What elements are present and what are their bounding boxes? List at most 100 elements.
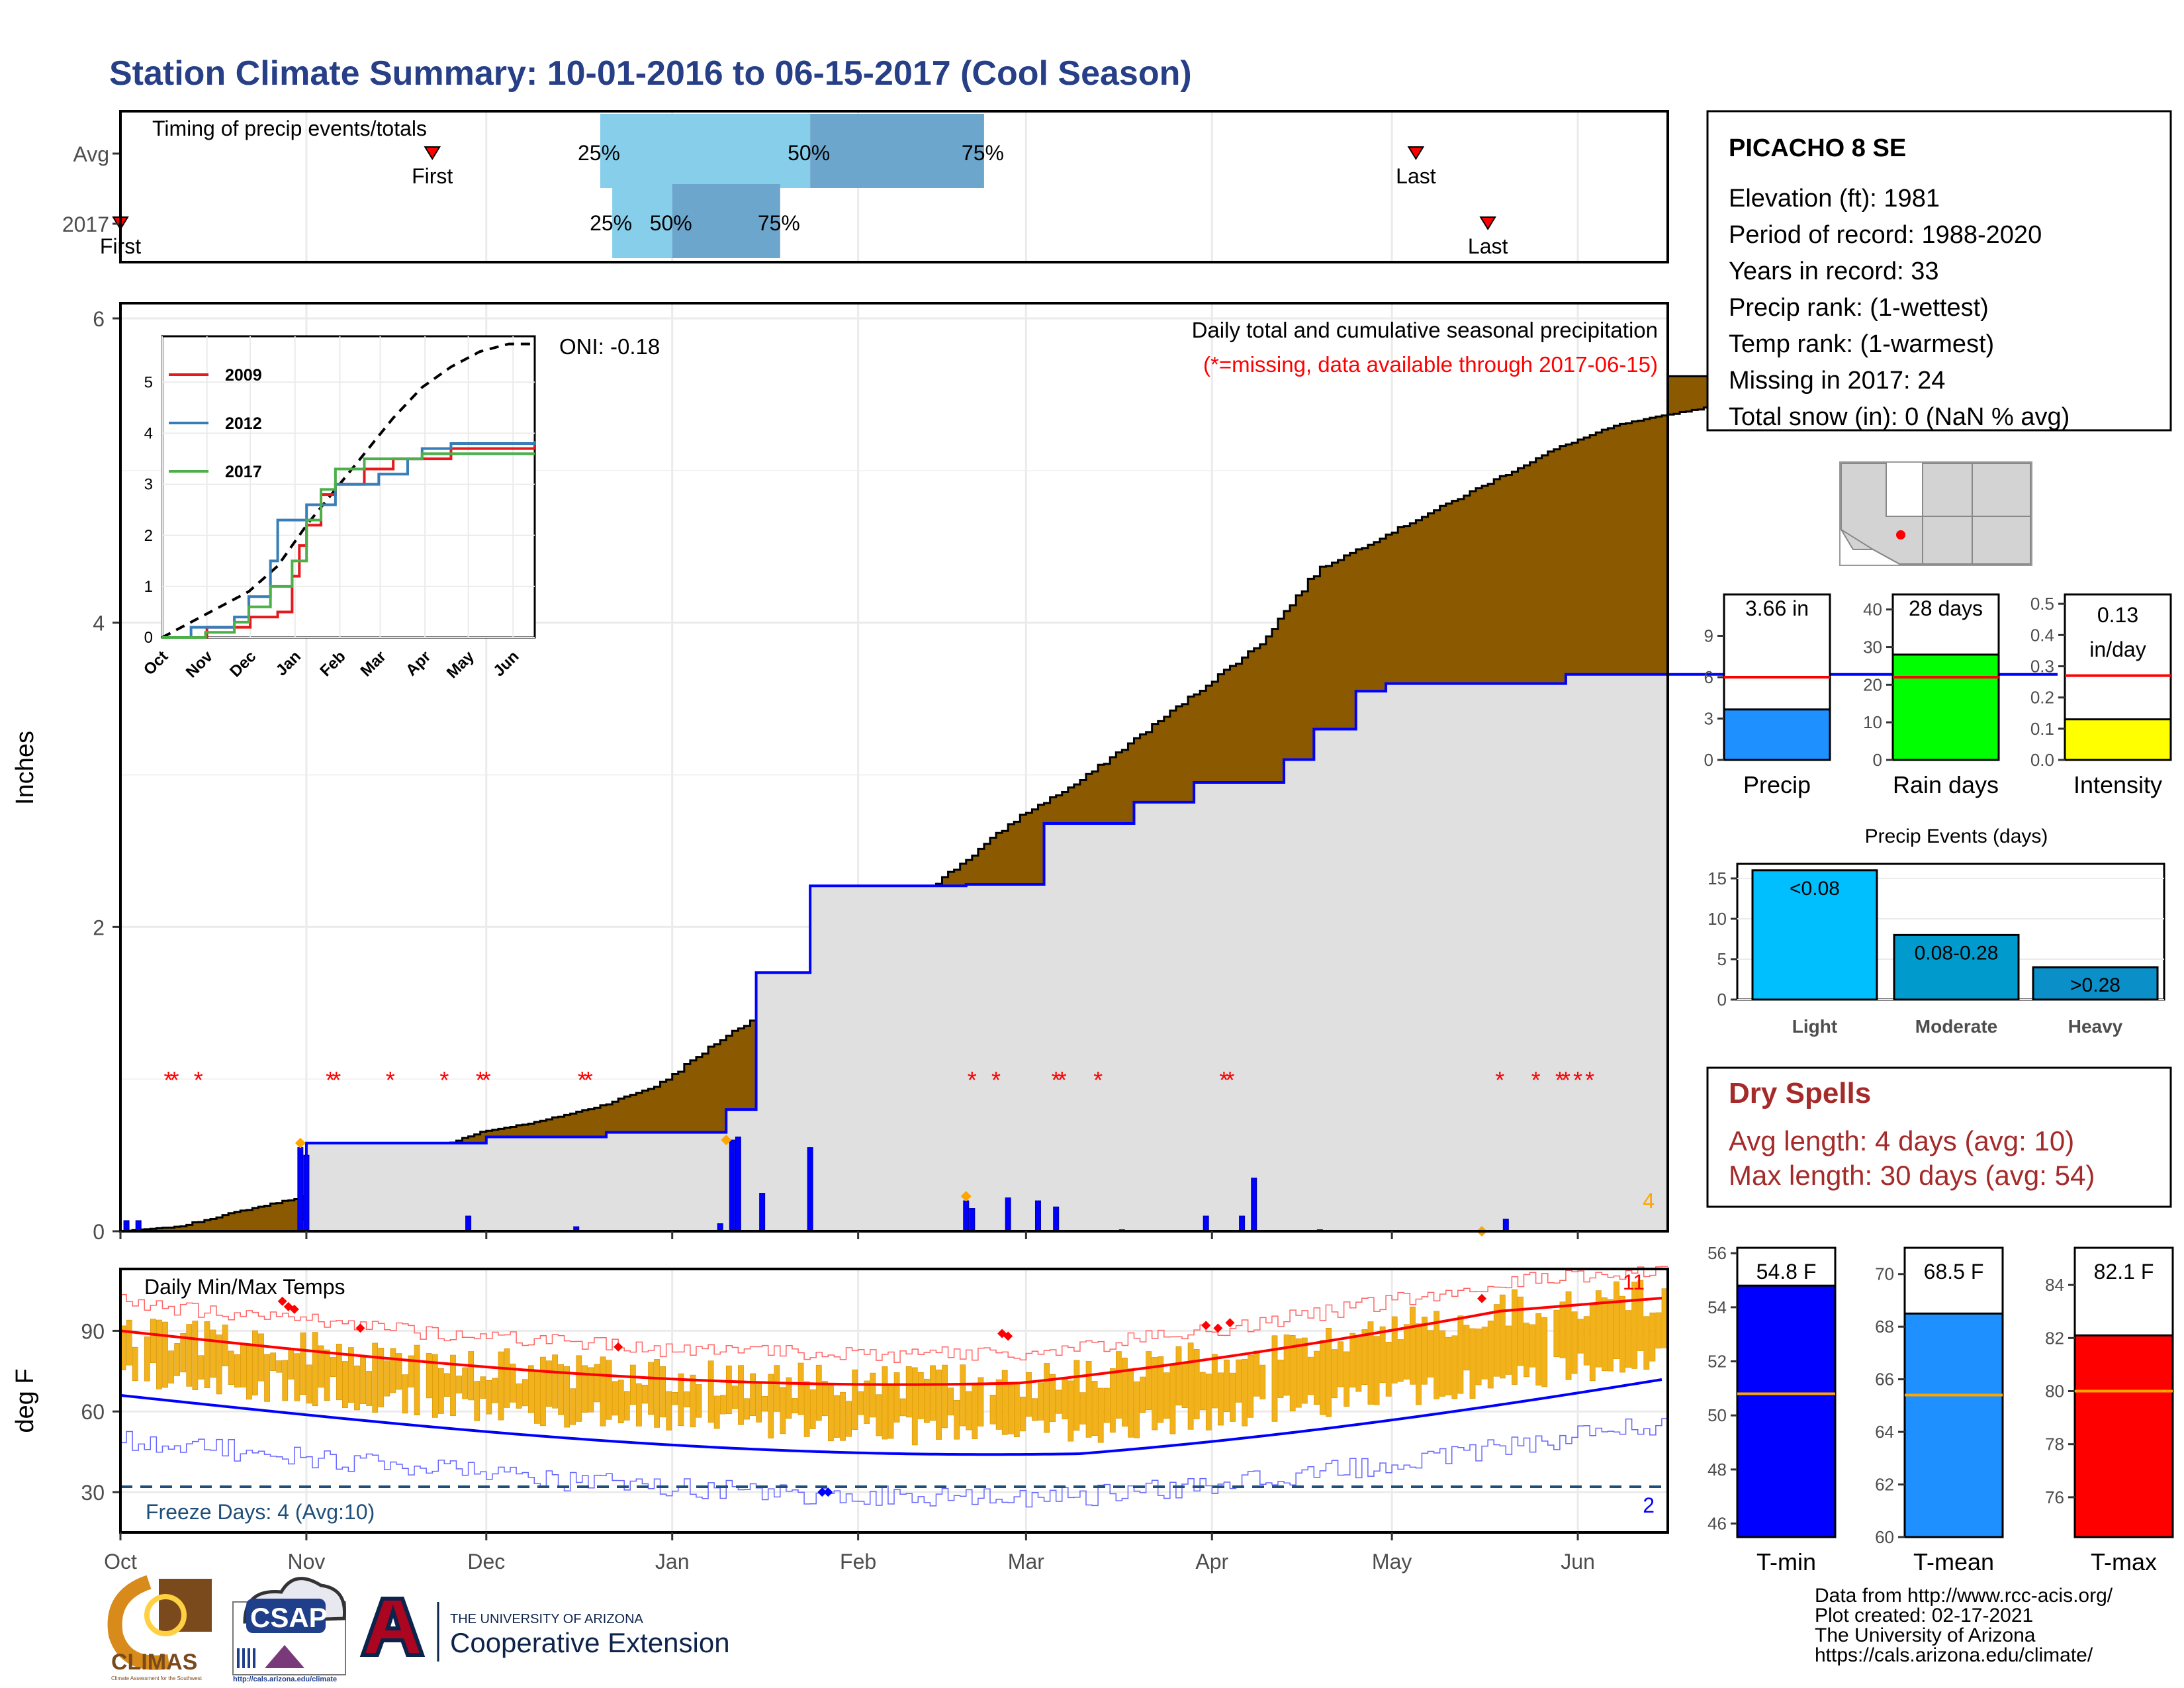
daily-temp-bar (1158, 1356, 1164, 1423)
temp-bar-ytick-label: 60 (1875, 1527, 1894, 1547)
timing-label-75: 75% (962, 141, 1004, 165)
daily-temp-bar (341, 1361, 348, 1408)
daily-temp-bar (899, 1398, 906, 1417)
daily-temp-bar (1614, 1281, 1619, 1359)
daily-temp-bar (1001, 1370, 1008, 1435)
summary-bar-name: Rain days (1893, 771, 1999, 798)
summary-ytick-label: 20 (1863, 675, 1882, 694)
temp-bars: 54.8 F 46 48 50 52 54 56 T-min 68.5 F 60 62 64 66 68 7… (1707, 1243, 2174, 1575)
daily-temp-bar (1038, 1382, 1044, 1421)
missing-marker: * (1495, 1066, 1504, 1094)
temp-ylabel: deg F (11, 1368, 39, 1432)
daily-precip-bar (963, 1200, 970, 1232)
daily-temp-bar (1326, 1328, 1332, 1417)
daily-temp-bar (1512, 1289, 1518, 1385)
daily-temp-bar (876, 1394, 882, 1436)
avg-min-line (120, 1378, 1662, 1456)
daily-temp-bar (276, 1360, 283, 1373)
events-ytick-label: 5 (1717, 949, 1727, 969)
timing-bar-25-50 (612, 184, 672, 258)
daily-temp-bar (1559, 1301, 1566, 1358)
daily-temp-bar (1073, 1360, 1080, 1431)
daily-temp-bar (1103, 1387, 1110, 1423)
daily-temp-bar (522, 1379, 528, 1407)
daily-temp-bar (617, 1380, 624, 1424)
daily-temp-bar (1416, 1323, 1422, 1405)
precip-ytick-label: 6 (93, 307, 105, 331)
summary-bar (1723, 708, 1831, 761)
daily-precip-bar (729, 1139, 735, 1232)
daily-temp-bar (516, 1383, 522, 1409)
daily-temp-bar (258, 1333, 264, 1382)
credit-line-2: Plot created: 02-17-2021 (1815, 1605, 2033, 1626)
daily-temp-bar (1152, 1357, 1158, 1430)
summary-ytick-label: 0.0 (2030, 750, 2054, 770)
summary-ytick-label: 0.1 (2030, 719, 2054, 739)
daily-temp-bar (803, 1381, 810, 1437)
daily-temp-bar (366, 1371, 372, 1406)
daily-temp-bar (1013, 1382, 1020, 1437)
daily-precip-bar (1502, 1219, 1509, 1232)
daily-temp-bar (768, 1374, 774, 1438)
daily-temp-bar (408, 1355, 414, 1387)
daily-temp-bar (1451, 1335, 1458, 1399)
last-marker (1407, 146, 1425, 160)
summary-value-label: 3.66 in (1745, 596, 1809, 620)
average-cumulative-line (120, 673, 2058, 1233)
daily-temp-bar (330, 1357, 336, 1377)
daily-temp-bar (486, 1380, 492, 1415)
daily-temp-bar (498, 1351, 504, 1421)
daily-precip-bar (297, 1147, 304, 1232)
summary-bar-name: Precip (1743, 771, 1811, 798)
daily-temp-bar (1289, 1335, 1296, 1412)
daily-temp-bar (468, 1351, 475, 1401)
record-high-marker (289, 1304, 299, 1314)
summary-ytick-label: 0 (1873, 750, 1882, 770)
daily-temp-bar (546, 1360, 552, 1407)
daily-temp-bar (1506, 1325, 1512, 1375)
temp-bar (2073, 1334, 2174, 1538)
timing-border (119, 110, 1669, 263)
missing-marker: * (326, 1066, 335, 1094)
daily-temp-bar (954, 1400, 960, 1440)
daily-temp-bar (1097, 1387, 1104, 1443)
daily-temp-bar (1583, 1316, 1590, 1366)
daily-temp-bar (264, 1354, 270, 1402)
daily-temp-bar (390, 1348, 396, 1393)
daily-temp-bar (629, 1364, 636, 1405)
daily-temp-bar (690, 1374, 696, 1428)
daily-temp-bar (911, 1367, 918, 1446)
missing-marker: * (1219, 1066, 1228, 1094)
daily-temp-bar (396, 1353, 402, 1390)
daily-temp-bar (1277, 1360, 1284, 1398)
daily-temp-bar (732, 1385, 738, 1409)
high-record-count: 11 (1623, 1270, 1645, 1294)
ua-small-text: THE UNIVERSITY OF ARIZONA (450, 1612, 644, 1626)
dry-spells: Dry Spells Avg length: 4 days (avg: 10) … (1706, 1066, 2172, 1208)
record-high-marker (1477, 1293, 1487, 1303)
timing-row-label: 2017 (62, 212, 109, 236)
daily-temp-bar (1571, 1311, 1578, 1374)
daily-temp-bar (797, 1362, 804, 1415)
x-tick-label: Mar (1008, 1550, 1044, 1573)
station-name: PICACHO 8 SE (1729, 134, 1906, 162)
events-bar-label: 0.08-0.28 (1915, 942, 1999, 964)
daily-temp-bar (707, 1360, 714, 1423)
daily-temp-bar (666, 1391, 672, 1430)
events-bar (1893, 933, 2020, 1001)
climas-logo: CLIMAS Climate Assessment for the Southw… (107, 1575, 212, 1681)
inset-frame (161, 335, 536, 639)
climas-logo-text: CLIMAS (111, 1650, 197, 1675)
daily-precip-bar (1239, 1215, 1246, 1232)
temp-bar-ytick-label: 70 (1875, 1264, 1894, 1284)
daily-temp-bar (1367, 1321, 1374, 1405)
daily-temp-bar (1397, 1339, 1404, 1382)
daily-temp-bar (1085, 1361, 1092, 1438)
temp-bar-ytick-label: 48 (1707, 1460, 1727, 1479)
daily-temp-bar (1122, 1357, 1128, 1427)
summary-ytick-label: 10 (1863, 712, 1882, 732)
daily-temp-bar (588, 1367, 594, 1413)
daily-precip-bar (135, 1220, 142, 1232)
daily-temp-bar (713, 1395, 720, 1429)
daily-temp-bar (222, 1325, 228, 1366)
